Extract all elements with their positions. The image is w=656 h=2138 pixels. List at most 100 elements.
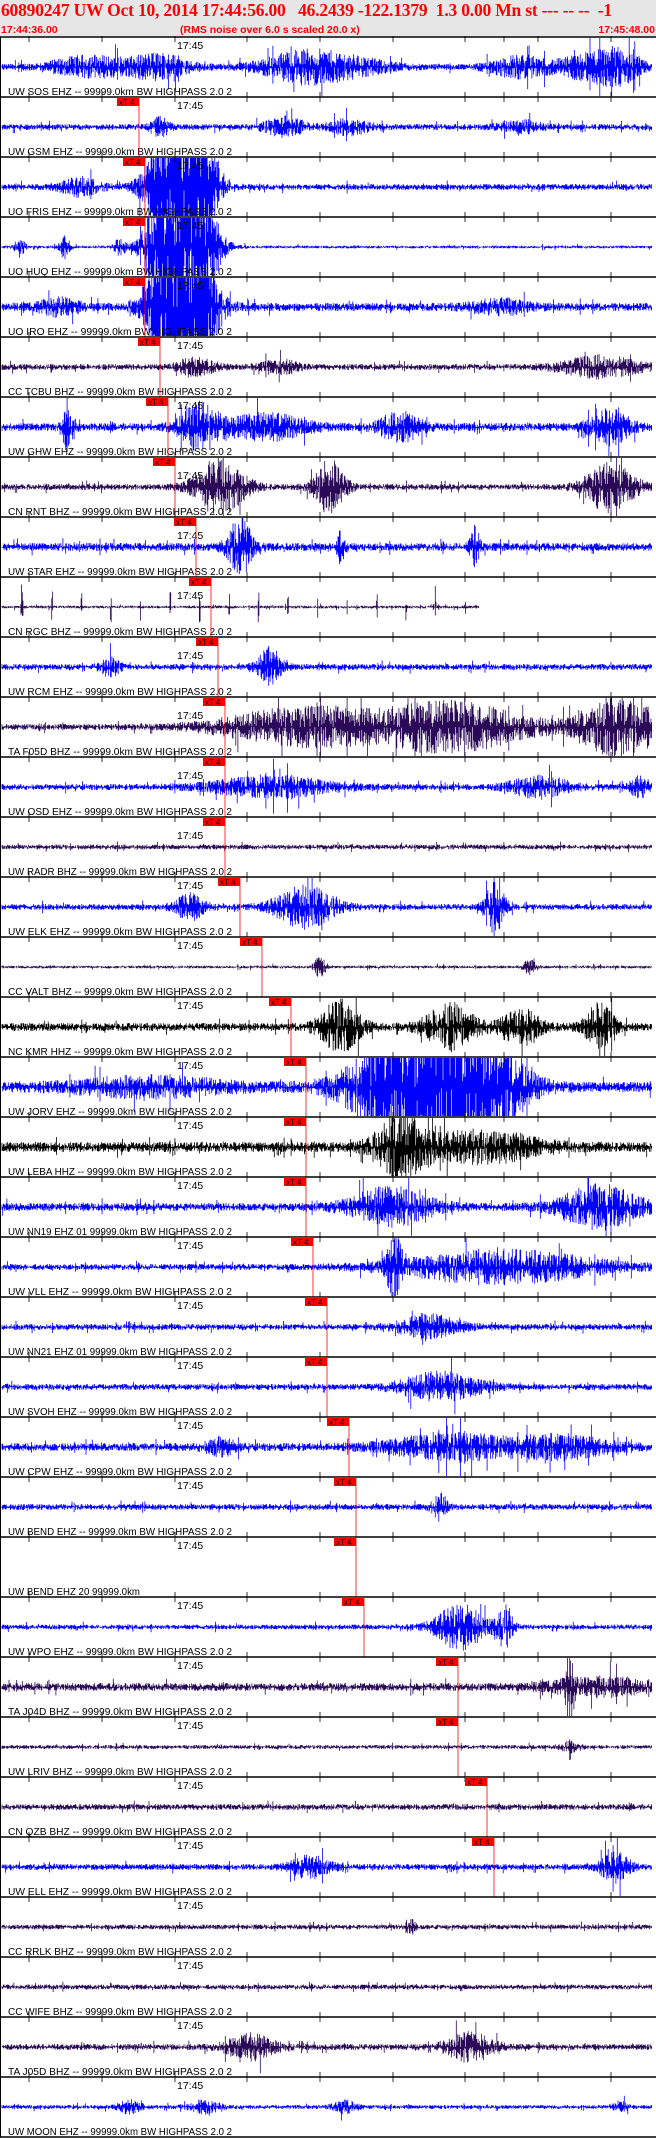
trace-panel: 17:45 UW VLL EHZ -- 99999.0km BW HIGHPASS… bbox=[0, 1232, 656, 1298]
pick-marker-label: xT 4 bbox=[336, 1538, 352, 1547]
minute-tick-label: 17:45 bbox=[177, 530, 203, 542]
station-label: UW JORV EHZ -- 99999.0km BW HIGHPASS 2.0… bbox=[8, 1106, 232, 1118]
trace-panel: 17:45 UW GHW EHZ -- 99999.0km BW HIGHPASS… bbox=[0, 392, 656, 458]
minute-tick-label: 17:45 bbox=[177, 1300, 203, 1312]
pick-marker-label: xT 4 bbox=[336, 1478, 352, 1487]
minute-tick-label: 17:45 bbox=[177, 650, 203, 662]
trace-panel: 17:45 CN QZB BHZ -- 99999.0km BW HIGHPASS… bbox=[0, 1772, 656, 1838]
pick-marker-label: xT 4 bbox=[286, 1118, 302, 1127]
minute-tick-label: 17:45 bbox=[177, 1060, 203, 1072]
station-label: UW NN21 EHZ 01 99999.0km BW HIGHPASS 2.0… bbox=[8, 1346, 232, 1358]
pick-marker bbox=[146, 397, 168, 406]
event-title: 60890247 UW Oct 10, 2014 17:44:56.00 46.… bbox=[1, 0, 612, 20]
trace-panel: 17:45 TA J04D BHZ -- 99999.0km BW HIGHPAS… bbox=[0, 1652, 656, 1718]
pick-marker bbox=[240, 937, 262, 946]
waveform bbox=[1, 584, 480, 623]
station-label: CN RNT BHZ -- 99999.0km BW HIGHPASS 2.0 … bbox=[8, 506, 232, 518]
waveform bbox=[1, 1492, 652, 1522]
minute-tick-label: 17:45 bbox=[177, 940, 203, 952]
pick-marker bbox=[203, 757, 225, 766]
minute-tick-label: 17:45 bbox=[177, 1540, 203, 1552]
station-label: UW BEND EHZ -- 99999.0km BW HIGHPASS 2.0… bbox=[8, 1526, 232, 1538]
pick-marker bbox=[123, 217, 145, 226]
minute-tick-label: 17:45 bbox=[177, 1600, 203, 1612]
station-label: UO FRIS EHZ -- 99999.0km BW HIGHPASS 2.0… bbox=[8, 206, 232, 218]
minute-tick-label: 17:45 bbox=[177, 770, 203, 782]
trace-panel: 17:45 UW LEBA HHZ -- 99999.0km BW HIGHPAS… bbox=[0, 1112, 656, 1178]
pick-marker bbox=[342, 1597, 364, 1606]
trace-panel: 17:45 UO IRO EHZ -- 99999.0km BW HIGHPASS… bbox=[0, 272, 656, 338]
minute-tick-label: 17:45 bbox=[177, 710, 203, 722]
minute-tick-label: 17:45 bbox=[177, 1180, 203, 1192]
waveform bbox=[1, 1918, 652, 1935]
trace-panel: 17:45 UW GSM EHZ -- 99999.0km BW HIGHPASS… bbox=[0, 92, 656, 158]
station-label: TA J04D BHZ -- 99999.0km BW HIGHPASS 2.0… bbox=[8, 1706, 232, 1718]
station-label: UW NN19 EHZ 01 99999.0km BW HIGHPASS 2.0… bbox=[8, 1226, 232, 1238]
trace-panel: 17:45 UW SVOH EHZ -- 99999.0km BW HIGHPAS… bbox=[0, 1352, 656, 1418]
trace-panel: 17:45 UO HUQ EHZ -- 99999.0km BW HIGHPASS… bbox=[0, 212, 656, 278]
station-label: CC WIFE BHZ -- 99999.0km BW HIGHPASS 2.0… bbox=[8, 2006, 232, 2018]
station-label: UW GSM EHZ -- 99999.0km BW HIGHPASS 2.0 … bbox=[8, 146, 232, 158]
pick-marker bbox=[123, 277, 145, 286]
minute-tick-label: 17:45 bbox=[177, 1000, 203, 1012]
minute-tick-label: 17:45 bbox=[177, 1720, 203, 1732]
pick-marker-label: xT 4 bbox=[205, 818, 221, 827]
waveform bbox=[1, 278, 652, 336]
pick-marker-label: xT 4 bbox=[125, 278, 141, 287]
station-label: CC VALT BHZ -- 99999.0km BW HIGHPASS 2.0… bbox=[8, 986, 232, 998]
waveform bbox=[1, 841, 652, 853]
pick-marker bbox=[284, 1177, 306, 1186]
seismogram-plot: 17:45 UW SOS EHZ -- 99999.0km BW HIGHPASS… bbox=[0, 36, 656, 2138]
pick-marker bbox=[269, 997, 291, 1006]
station-label: UW LEBA HHZ -- 99999.0km BW HIGHPASS 2.0… bbox=[8, 1166, 232, 1178]
waveform bbox=[1, 2020, 652, 2074]
waveform bbox=[1, 1358, 652, 1415]
station-label: UW STAR EHZ -- 99999.0km BW HIGHPASS 2.0… bbox=[8, 566, 232, 578]
waveform bbox=[1, 1604, 652, 1651]
minute-tick-label: 17:45 bbox=[177, 280, 203, 292]
pick-marker-label: xT 4 bbox=[205, 698, 221, 707]
station-label: UW GHW EHZ -- 99999.0km BW HIGHPASS 2.0 … bbox=[8, 446, 232, 458]
trace-panel: 17:45 UW WPO EHZ -- 99999.0km BW HIGHPASS… bbox=[0, 1592, 656, 1658]
trace-panel: 17:45 UW NN19 EHZ 01 99999.0km BW HIGHPAS… bbox=[0, 1172, 656, 1238]
pick-marker bbox=[291, 1237, 313, 1246]
pick-marker bbox=[138, 337, 160, 346]
pick-marker-label: xT 4 bbox=[286, 1178, 302, 1187]
waveform bbox=[1, 1838, 652, 1896]
waveform bbox=[1, 107, 652, 142]
minute-tick-label: 17:45 bbox=[177, 2020, 203, 2032]
minute-tick-label: 17:45 bbox=[177, 1840, 203, 1852]
station-label: UW RADR BHZ -- 99999.0km BW HIGHPASS 2.0… bbox=[8, 866, 232, 878]
trace-panel: 17:45 UW RADR BHZ -- 99999.0km BW HIGHPAS… bbox=[0, 812, 656, 878]
pick-marker bbox=[284, 1057, 306, 1066]
trace-panel: 17:45 CC VALT BHZ -- 99999.0km BW HIGHPAS… bbox=[0, 932, 656, 998]
pick-marker bbox=[196, 637, 218, 646]
pick-marker bbox=[305, 1357, 327, 1366]
trace-panel: 17:45 UW OSD EHZ -- 99999.0km BW HIGHPASS… bbox=[0, 752, 656, 818]
end-time: 17:45:48.00 bbox=[598, 24, 655, 36]
pick-marker bbox=[334, 1477, 356, 1486]
pick-marker-label: xT 4 bbox=[474, 1838, 490, 1847]
pick-marker-label: xT 4 bbox=[119, 98, 135, 107]
waveform bbox=[1, 2095, 652, 2121]
event-header: 60890247 UW Oct 10, 2014 17:44:56.00 46.… bbox=[0, 0, 656, 36]
pick-marker bbox=[203, 697, 225, 706]
waveform bbox=[1, 1739, 652, 1760]
minute-tick-label: 17:45 bbox=[177, 2080, 203, 2092]
waveform bbox=[1, 458, 652, 516]
station-label: CN RGC BHZ -- 99999.0km BW HIGHPASS 2.0 … bbox=[8, 626, 232, 638]
pick-marker bbox=[472, 1837, 494, 1846]
pick-marker-label: xT 4 bbox=[155, 458, 171, 467]
station-label: UW ELL EHZ -- 99999.0km BW HIGHPASS 2.0 … bbox=[8, 1886, 232, 1898]
minute-tick-label: 17:45 bbox=[177, 470, 203, 482]
trace-panel: 17:45 CN RNT BHZ -- 99999.0km BW HIGHPASS… bbox=[0, 452, 656, 518]
station-label: UW ELK EHZ -- 99999.0km BW HIGHPASS 2.0 … bbox=[8, 926, 232, 938]
waveform bbox=[1, 1310, 652, 1345]
minute-tick-label: 17:45 bbox=[177, 1120, 203, 1132]
pick-marker-label: xT 4 bbox=[148, 398, 164, 407]
waveform bbox=[1, 1418, 652, 1476]
pick-marker-label: xT 4 bbox=[191, 578, 207, 587]
station-label: UW WPO EHZ -- 99999.0km BW HIGHPASS 2.0 … bbox=[8, 1646, 232, 1658]
trace-panel: 17:45 UW LRIV BHZ -- 99999.0km BW HIGHPAS… bbox=[0, 1712, 656, 1778]
pick-marker bbox=[117, 97, 139, 106]
